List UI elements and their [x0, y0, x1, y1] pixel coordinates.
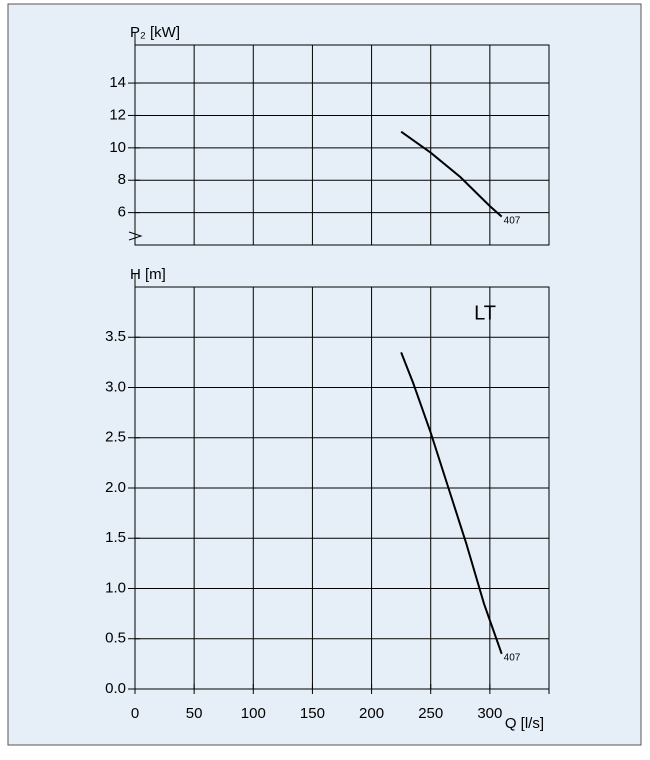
annotation: LT	[474, 302, 496, 324]
y-tick-label: 0.5	[105, 630, 126, 647]
x-tick-label: 300	[477, 705, 502, 722]
y-tick-label: 8	[118, 171, 126, 188]
y-tick-label: 3.5	[105, 328, 126, 345]
y-tick-label: 0.0	[105, 680, 126, 697]
series-label: 407	[504, 652, 521, 663]
curve	[400, 130, 503, 218]
series-label: 407	[504, 215, 521, 226]
y-tick-label: 1.5	[105, 529, 126, 546]
y-axis-label: P₂ [kW]	[130, 24, 180, 41]
y-tick-label: 10	[109, 139, 126, 156]
y-tick-label: 2.0	[105, 479, 126, 496]
x-tick-label: 250	[418, 705, 443, 722]
x-tick-label: 0	[131, 705, 139, 722]
y-tick-label: 1.0	[105, 579, 126, 596]
y-tick-label: 6	[118, 204, 126, 221]
y-tick-label: 12	[109, 106, 126, 123]
curve	[400, 351, 503, 655]
x-axis-label: Q [l/s]	[505, 715, 544, 732]
y-tick-label: 3.0	[105, 378, 126, 395]
y-tick-label: 14	[109, 74, 126, 91]
x-tick-label: 150	[300, 705, 325, 722]
x-tick-label: 50	[186, 705, 203, 722]
axis-break	[128, 231, 143, 241]
x-tick-label: 100	[241, 705, 266, 722]
panel-background	[7, 3, 642, 746]
y-tick-label: 2.5	[105, 429, 126, 446]
y-axis-label: H [m]	[130, 266, 166, 283]
x-tick-label: 200	[359, 705, 384, 722]
